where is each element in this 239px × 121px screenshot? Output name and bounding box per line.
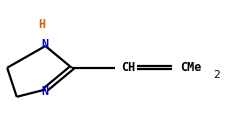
Text: H: H	[38, 18, 45, 31]
Text: CH: CH	[121, 61, 135, 74]
Text: 2: 2	[213, 70, 220, 80]
Text: CMe: CMe	[180, 61, 202, 74]
Text: N: N	[42, 85, 49, 98]
Text: N: N	[42, 38, 49, 51]
